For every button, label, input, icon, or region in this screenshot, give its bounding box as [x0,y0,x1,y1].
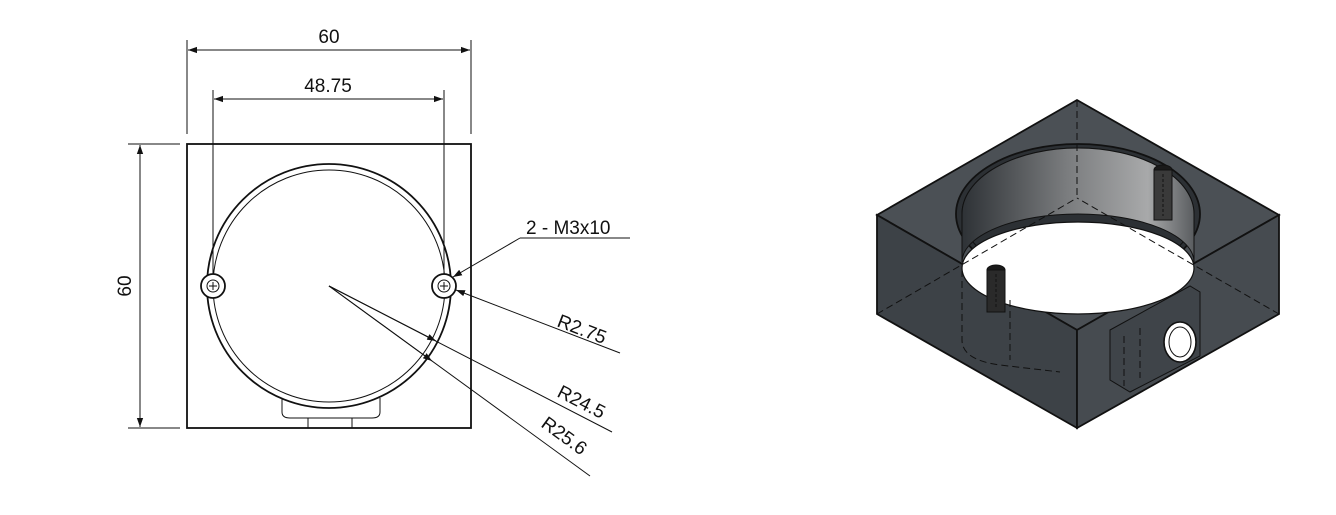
dim-hole-spacing: 48.75 [212,76,445,274]
dim-overall-height-label: 60 [115,275,136,296]
callout-holes: 2 - M3x10 [452,218,630,278]
iso-screw-hole-back [1153,164,1173,221]
callout-r-inner-label: R24.5 [554,382,609,424]
bore-wall [961,147,1195,263]
callout-holes-label: 2 - M3x10 [526,218,610,239]
dim-overall-height: 60 [115,143,180,429]
dim-overall-width-label: 60 [318,27,339,48]
callout-r-outer-label: R25.6 [537,413,590,460]
bore-bottom-opening [961,221,1195,315]
isometric-view [875,98,1281,430]
bottom-clamp-tab [281,398,381,428]
right-screw-hole [431,273,457,299]
callout-r-small: R2.75 [455,289,621,354]
front-view: 60 48.75 60 2 - M3x10 R2.75 [115,27,630,477]
block-outline [186,143,472,429]
callout-r-outer: R25.6 [328,285,590,477]
callout-r-small-label: R2.75 [554,311,609,349]
iso-screw-hole-front [986,264,1006,313]
iso-side-boss [1109,285,1201,393]
dim-hole-spacing-label: 48.75 [304,76,352,97]
left-screw-hole [200,273,226,299]
dim-overall-width: 60 [186,27,472,134]
